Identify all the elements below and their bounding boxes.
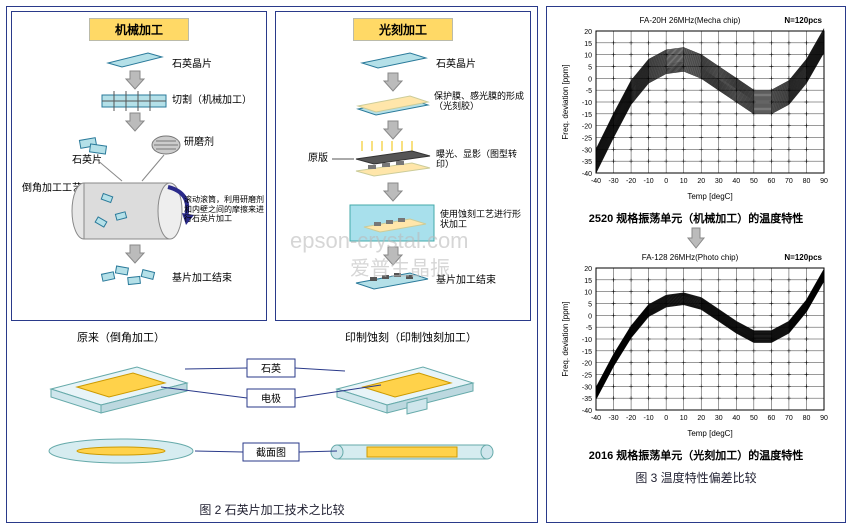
svg-text:5: 5 bbox=[588, 302, 592, 309]
svg-text:0: 0 bbox=[664, 178, 668, 185]
cross-label: 截面图 bbox=[256, 446, 286, 459]
mechanical-flow-svg: 石英晶片 切割（机械加工） bbox=[12, 41, 266, 317]
svg-text:40: 40 bbox=[732, 178, 740, 185]
svg-text:-30: -30 bbox=[582, 147, 592, 154]
svg-text:30: 30 bbox=[715, 415, 723, 422]
step-label: 原版 bbox=[308, 151, 328, 164]
left-caption: 图 2 石英片加工技术之比较 bbox=[11, 501, 533, 518]
step-label: 基片加工结束 bbox=[436, 273, 496, 286]
svg-text:20: 20 bbox=[697, 178, 705, 185]
header-photo: 光刻加工 bbox=[353, 18, 453, 41]
svg-text:60: 60 bbox=[767, 415, 775, 422]
svg-text:15: 15 bbox=[584, 278, 592, 285]
svg-text:-20: -20 bbox=[626, 415, 636, 422]
step-label: 曝光、显影（图型转印） bbox=[436, 149, 526, 170]
svg-text:Temp [degC]: Temp [degC] bbox=[687, 192, 732, 201]
svg-text:-40: -40 bbox=[591, 178, 601, 185]
svg-text:FA-128 26MHz(Photo chip): FA-128 26MHz(Photo chip) bbox=[642, 253, 739, 262]
svg-text:-5: -5 bbox=[586, 88, 592, 95]
svg-text:80: 80 bbox=[803, 415, 811, 422]
svg-text:60: 60 bbox=[767, 178, 775, 185]
svg-text:-30: -30 bbox=[608, 415, 618, 422]
chart-mechanical: -40-30-20-100102030405060708090-40-35-30… bbox=[558, 13, 834, 208]
svg-text:-20: -20 bbox=[626, 178, 636, 185]
svg-text:0: 0 bbox=[588, 76, 592, 83]
svg-text:80: 80 bbox=[803, 178, 811, 185]
compare-svg: 原来（倒角加工） 印制蚀刻（印制蚀刻加工） bbox=[11, 327, 535, 479]
svg-text:-5: -5 bbox=[586, 325, 592, 332]
down-arrow-icon bbox=[686, 226, 706, 250]
svg-text:-20: -20 bbox=[582, 361, 592, 368]
svg-text:0: 0 bbox=[664, 415, 668, 422]
svg-text:-40: -40 bbox=[582, 408, 592, 415]
step-label: 石英片 bbox=[72, 153, 102, 166]
svg-text:-10: -10 bbox=[644, 415, 654, 422]
right-caption: 图 3 温度特性偏差比较 bbox=[635, 469, 756, 486]
compare-area: 原来（倒角加工） 印制蚀刻（印制蚀刻加工） bbox=[11, 327, 533, 497]
svg-text:90: 90 bbox=[820, 415, 828, 422]
svg-text:-10: -10 bbox=[582, 337, 592, 344]
svg-text:10: 10 bbox=[584, 53, 592, 60]
svg-text:10: 10 bbox=[680, 178, 688, 185]
right-panel: -40-30-20-100102030405060708090-40-35-30… bbox=[546, 6, 846, 523]
step-label: 保护膜、感光膜的形成（光刻胶） bbox=[434, 91, 526, 112]
chart0-subtitle: 2520 规格振荡单元（机械加工）的温度特性 bbox=[589, 210, 804, 226]
svg-text:-30: -30 bbox=[608, 178, 618, 185]
svg-text:50: 50 bbox=[750, 178, 758, 185]
chart-photo: -40-30-20-100102030405060708090-40-35-30… bbox=[558, 250, 834, 445]
svg-text:N=120pcs: N=120pcs bbox=[784, 253, 822, 262]
step-label: 基片加工结束 bbox=[172, 271, 232, 284]
compare-right-title: 印制蚀刻（印制蚀刻加工） bbox=[345, 330, 477, 344]
compare-left-title: 原来（倒角加工） bbox=[77, 331, 165, 344]
step-label: 石英晶片 bbox=[436, 57, 476, 70]
svg-text:5: 5 bbox=[588, 65, 592, 72]
step-label: 使用蚀刻工艺进行形状加工 bbox=[440, 209, 528, 230]
svg-text:-20: -20 bbox=[582, 124, 592, 131]
step-label: 切割（机械加工） bbox=[172, 93, 252, 106]
svg-text:10: 10 bbox=[680, 415, 688, 422]
header-mechanical: 机械加工 bbox=[89, 18, 189, 41]
svg-text:70: 70 bbox=[785, 178, 793, 185]
svg-text:50: 50 bbox=[750, 415, 758, 422]
electrode-label: 电极 bbox=[261, 392, 281, 405]
drum-desc: 滚动滚筒，利用研磨剂和内壁之间的摩擦来进行石英片加工 bbox=[184, 195, 264, 224]
svg-text:90: 90 bbox=[820, 178, 828, 185]
svg-text:-35: -35 bbox=[582, 396, 592, 403]
svg-text:15: 15 bbox=[584, 41, 592, 48]
svg-text:-40: -40 bbox=[582, 171, 592, 178]
chart1-subtitle: 2016 规格振荡单元（光刻加工）的温度特性 bbox=[589, 447, 804, 463]
svg-text:Temp [degC]: Temp [degC] bbox=[687, 429, 732, 438]
svg-text:0: 0 bbox=[588, 313, 592, 320]
svg-text:FA-20H 26MHz(Mecha chip): FA-20H 26MHz(Mecha chip) bbox=[640, 16, 741, 25]
svg-text:-10: -10 bbox=[644, 178, 654, 185]
svg-text:20: 20 bbox=[697, 415, 705, 422]
svg-text:-30: -30 bbox=[582, 384, 592, 391]
step-label: 研磨剂 bbox=[184, 135, 214, 148]
svg-text:-25: -25 bbox=[582, 136, 592, 143]
svg-text:Freq. deviation [ppm]: Freq. deviation [ppm] bbox=[561, 301, 570, 376]
svg-text:40: 40 bbox=[732, 415, 740, 422]
process-photolitho: 光刻加工 石英晶片 保护膜、感光膜的形成（光刻胶） bbox=[275, 11, 531, 321]
svg-text:70: 70 bbox=[785, 415, 793, 422]
left-panel: 机械加工 石英晶片 切割（机械加工） bbox=[6, 6, 538, 523]
step-label: 倒角加工工艺 bbox=[22, 182, 82, 194]
svg-text:20: 20 bbox=[584, 29, 592, 36]
photo-flow-svg: 石英晶片 保护膜、感光膜的形成（光刻胶） 原版 bbox=[276, 41, 530, 317]
svg-text:N=120pcs: N=120pcs bbox=[784, 16, 822, 25]
svg-text:-15: -15 bbox=[582, 349, 592, 356]
svg-text:Freq. deviation [ppm]: Freq. deviation [ppm] bbox=[561, 64, 570, 139]
svg-text:10: 10 bbox=[584, 290, 592, 297]
svg-text:30: 30 bbox=[715, 178, 723, 185]
step-label: 石英晶片 bbox=[172, 57, 212, 70]
process-mechanical: 机械加工 石英晶片 切割（机械加工） bbox=[11, 11, 267, 321]
quartz-label: 石英 bbox=[261, 362, 281, 375]
svg-text:-15: -15 bbox=[582, 112, 592, 119]
svg-text:-35: -35 bbox=[582, 159, 592, 166]
svg-text:-40: -40 bbox=[591, 415, 601, 422]
svg-text:20: 20 bbox=[584, 266, 592, 273]
svg-text:-25: -25 bbox=[582, 373, 592, 380]
svg-text:-10: -10 bbox=[582, 100, 592, 107]
